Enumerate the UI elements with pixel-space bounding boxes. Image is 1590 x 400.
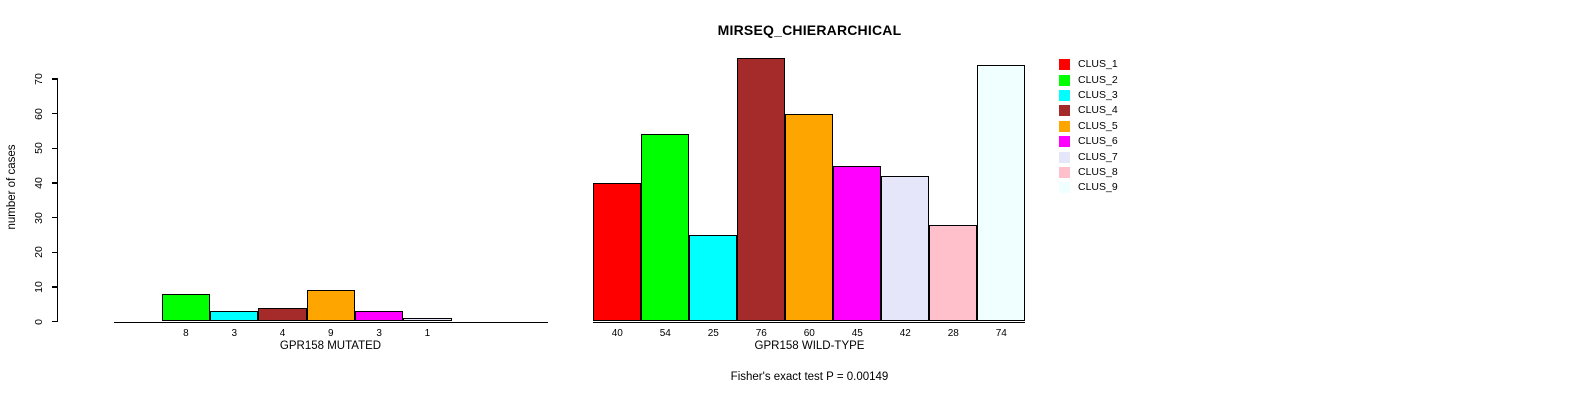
- bar-clus_3: [689, 234, 738, 322]
- legend-swatch-clus_8: [1059, 166, 1070, 178]
- bar-count-label: 1: [424, 327, 431, 339]
- bar-count-label: 76: [755, 327, 767, 339]
- legend-item: CLUS_9: [1059, 180, 1118, 195]
- baseline: [113, 321, 549, 323]
- legend-swatch-clus_4: [1059, 105, 1070, 117]
- x-axis-label-wildtype: GPR158 WILD-TYPE: [754, 340, 865, 352]
- legend-swatch-clus_9: [1059, 182, 1070, 194]
- chart-title: MIRSEQ_CHIERARCHICAL: [717, 22, 902, 38]
- bar-clus_2: [161, 293, 211, 322]
- bar-clus_9: [977, 65, 1026, 322]
- bar-count-label: 54: [659, 327, 671, 339]
- legend-item: CLUS_6: [1059, 134, 1118, 149]
- y-axis-tick-label: 60: [33, 107, 45, 120]
- y-axis-tick: [51, 251, 57, 253]
- bar-count-label: 8: [183, 327, 189, 339]
- legend-item-label: CLUS_4: [1078, 104, 1118, 117]
- y-axis-tick: [51, 78, 57, 80]
- y-axis-tick: [51, 182, 57, 184]
- legend-swatch-clus_3: [1059, 89, 1070, 101]
- bar-clus_2: [641, 134, 690, 322]
- legend-swatch-clus_6: [1059, 136, 1070, 148]
- bar-count-label: 42: [899, 327, 911, 339]
- y-axis-tick-label: 10: [33, 281, 45, 293]
- y-axis-tick: [51, 320, 57, 323]
- legend-item: CLUS_3: [1059, 88, 1118, 103]
- legend-item-label: CLUS_2: [1078, 73, 1118, 86]
- bar-clus_4: [258, 307, 307, 322]
- y-axis-tick-label: 30: [33, 211, 45, 224]
- y-axis-tick-label: 50: [33, 142, 45, 155]
- y-axis-tick-label: 70: [33, 73, 45, 85]
- y-axis-title: number of cases: [6, 144, 18, 230]
- legend-item: CLUS_7: [1059, 149, 1118, 164]
- legend-item: CLUS_2: [1059, 72, 1118, 87]
- bar-clus_7: [881, 176, 930, 322]
- x-axis-label-mutated: GPR158 MUTATED: [279, 340, 382, 352]
- y-axis-tick-label: 20: [33, 246, 45, 259]
- y-axis-tick: [51, 112, 57, 115]
- bar-clus_6: [355, 311, 404, 322]
- legend-item-label: CLUS_7: [1078, 150, 1118, 163]
- legend-item-label: CLUS_8: [1078, 165, 1118, 178]
- bar-clus_5: [306, 290, 355, 322]
- bar-clus_8: [929, 224, 978, 322]
- bar-clus_5: [785, 113, 834, 322]
- y-axis-line: [57, 78, 59, 323]
- legend-item-label: CLUS_3: [1078, 88, 1118, 101]
- bar-count-label: 28: [947, 327, 959, 339]
- legend: CLUS_1 CLUS_2 CLUS_3 CLUS_4 CLUS_5 CLUS_6 CLUS…: [1059, 57, 1118, 196]
- y-axis-tick: [51, 216, 57, 219]
- y-axis-tick-label: 0: [33, 318, 45, 325]
- y-axis-tick: [51, 286, 57, 288]
- legend-item-label: CLUS_6: [1078, 135, 1118, 148]
- fisher-test-text: Fisher's exact test P = 0.00149: [730, 371, 889, 383]
- bar-count-label: 60: [803, 327, 815, 339]
- legend-item: CLUS_5: [1059, 119, 1118, 134]
- bar-clus_7: [403, 318, 452, 322]
- legend-swatch-clus_7: [1059, 151, 1070, 163]
- legend-swatch-clus_2: [1059, 74, 1070, 86]
- legend-swatch-clus_5: [1059, 120, 1070, 132]
- legend-item: CLUS_4: [1059, 103, 1118, 118]
- bar-count-label: 25: [707, 327, 719, 339]
- bar-count-label: 3: [376, 327, 382, 339]
- bar-count-label: 3: [231, 327, 238, 339]
- y-axis-tick-label: 40: [33, 177, 45, 189]
- bar-clus_4: [737, 58, 786, 322]
- bar-count-label: 45: [851, 327, 863, 339]
- bar-count-label: 4: [279, 327, 286, 339]
- bar-count-label: 40: [611, 327, 623, 339]
- legend-item: CLUS_1: [1059, 57, 1118, 72]
- legend-item-label: CLUS_1: [1078, 58, 1118, 71]
- legend-item-label: CLUS_9: [1078, 181, 1118, 194]
- bar-clus_6: [833, 165, 882, 322]
- bar-count-label: 9: [328, 327, 334, 339]
- baseline: [593, 321, 1026, 323]
- legend-item: CLUS_8: [1059, 165, 1118, 180]
- bar-count-label: 74: [995, 327, 1007, 339]
- legend-swatch-clus_1: [1059, 59, 1070, 71]
- bar-clus_3: [210, 311, 259, 322]
- bar-clus_1: [593, 182, 642, 322]
- legend-item-label: CLUS_5: [1078, 119, 1118, 132]
- y-axis-tick: [51, 147, 57, 149]
